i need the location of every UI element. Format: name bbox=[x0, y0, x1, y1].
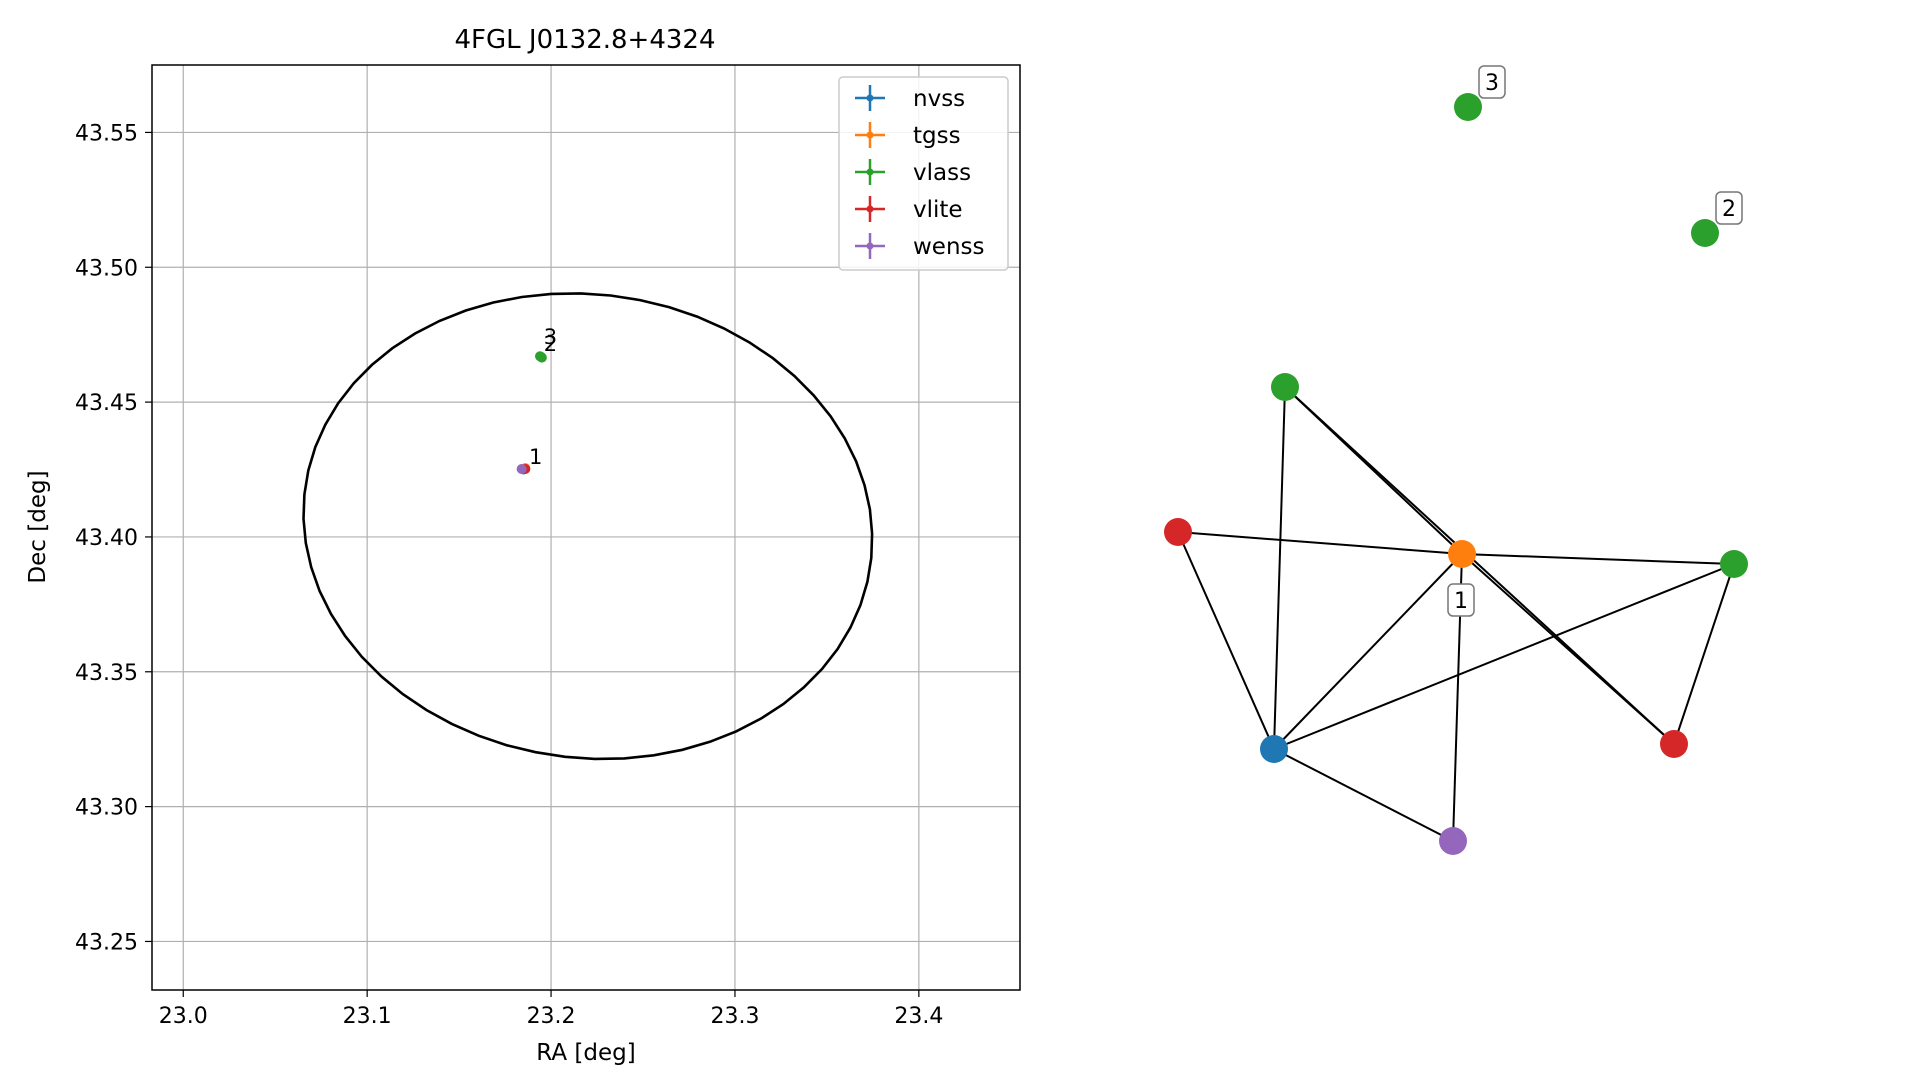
network-edge bbox=[1273, 563, 1735, 750]
y-axis-ticks: 43.25 43.30 43.35 43.40 43.45 43.50 43.55 bbox=[75, 121, 152, 955]
node-label: 2 bbox=[1722, 197, 1736, 222]
point-annotation: 2 bbox=[544, 332, 557, 356]
chart-title: 4FGL J0132.8+4324 bbox=[455, 25, 716, 55]
legend-box bbox=[838, 76, 1009, 271]
legend-dot-wenss bbox=[866, 242, 874, 250]
network-edge bbox=[1461, 553, 1675, 745]
point-annotations: 1 23 bbox=[529, 325, 557, 469]
network-edge bbox=[1273, 748, 1454, 842]
y-tick-label: 43.40 bbox=[75, 526, 138, 551]
network-edge bbox=[1461, 553, 1735, 565]
network-node bbox=[1439, 827, 1467, 855]
legend-dot-nvss bbox=[866, 94, 874, 102]
network-edge bbox=[1273, 553, 1463, 750]
node-label: 1 bbox=[1454, 589, 1468, 614]
legend-dot-vlite bbox=[866, 205, 874, 213]
network-nodes bbox=[1164, 93, 1748, 855]
network-labels: 3 2 1 bbox=[1447, 65, 1743, 617]
y-tick-label: 43.50 bbox=[75, 256, 138, 281]
y-tick-label: 43.30 bbox=[75, 796, 138, 821]
network-node bbox=[1454, 93, 1482, 121]
legend-label-tgss: tgss bbox=[913, 123, 961, 149]
x-tick-label: 23.4 bbox=[894, 1004, 943, 1029]
network-node bbox=[1691, 219, 1719, 247]
localization-ellipse bbox=[302, 292, 874, 761]
x-tick-label: 23.0 bbox=[159, 1004, 208, 1029]
node-label-box bbox=[1447, 583, 1475, 617]
network-edge bbox=[1273, 386, 1286, 750]
legend-label-nvss: nvss bbox=[913, 86, 965, 112]
sky-position-chart: 4FGL J0132.8+4324 123 23.0 23.1 23.2 23.3 23… bbox=[25, 25, 1021, 1066]
x-tick-label: 23.3 bbox=[710, 1004, 759, 1029]
network-edge bbox=[1177, 531, 1463, 555]
network-node bbox=[1660, 730, 1688, 758]
ellipse-outline bbox=[302, 292, 874, 761]
legend-label-vlite: vlite bbox=[913, 197, 963, 223]
point-wenss bbox=[516, 463, 527, 474]
network-node bbox=[1448, 540, 1476, 568]
node-label-box bbox=[1478, 65, 1506, 99]
network-edge bbox=[1284, 386, 1675, 745]
y-tick-label: 43.35 bbox=[75, 661, 138, 686]
point-annotation: 1 bbox=[529, 445, 542, 469]
network-node bbox=[1260, 735, 1288, 763]
legend: nvss tgss vlass vlite wenss bbox=[838, 76, 1009, 271]
network-edge bbox=[1673, 563, 1735, 745]
network-node bbox=[1164, 518, 1192, 546]
legend-label-vlass: vlass bbox=[913, 160, 971, 186]
x-axis-ticks: 23.0 23.1 23.2 23.3 23.4 bbox=[159, 990, 943, 1029]
node-label: 3 bbox=[1485, 71, 1499, 96]
grid bbox=[152, 65, 1020, 990]
network-edges bbox=[1177, 386, 1735, 842]
source-points bbox=[516, 351, 547, 475]
network-edge bbox=[1177, 531, 1275, 750]
network-node bbox=[1720, 550, 1748, 578]
legend-dot-vlass bbox=[866, 168, 874, 176]
y-tick-label: 43.45 bbox=[75, 391, 138, 416]
plot-frame bbox=[151, 64, 1021, 991]
x-tick-label: 23.1 bbox=[343, 1004, 392, 1029]
legend-dot-tgss bbox=[866, 131, 874, 139]
node-label-box bbox=[1715, 191, 1743, 225]
x-tick-label: 23.2 bbox=[527, 1004, 576, 1029]
legend-label-wenss: wenss bbox=[913, 234, 985, 260]
point-annotation: 3 bbox=[544, 325, 557, 349]
y-tick-label: 43.25 bbox=[75, 930, 138, 955]
point-vlass bbox=[535, 351, 546, 362]
y-axis-label: Dec [deg] bbox=[25, 470, 51, 583]
association-network: 3 2 1 bbox=[1164, 65, 1748, 855]
network-node bbox=[1271, 373, 1299, 401]
x-axis-label: RA [deg] bbox=[536, 1040, 635, 1066]
y-tick-label: 43.55 bbox=[75, 121, 138, 146]
